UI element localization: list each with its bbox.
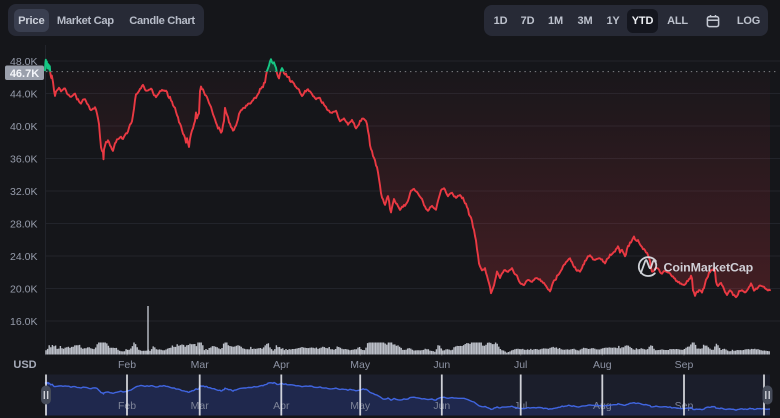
svg-text:48.0K: 48.0K xyxy=(10,56,37,68)
svg-text:CoinMarketCap: CoinMarketCap xyxy=(664,260,754,274)
svg-text:Feb: Feb xyxy=(118,359,136,371)
svg-text:28.0K: 28.0K xyxy=(10,218,37,230)
svg-text:Jun: Jun xyxy=(433,359,450,371)
svg-text:May: May xyxy=(350,359,371,371)
svg-text:24.0K: 24.0K xyxy=(10,251,37,263)
svg-text:20.0K: 20.0K xyxy=(10,283,37,295)
svg-text:40.0K: 40.0K xyxy=(10,121,37,133)
svg-text:Aug: Aug xyxy=(593,359,612,371)
svg-text:44.0K: 44.0K xyxy=(10,88,37,100)
svg-text:USD: USD xyxy=(13,359,36,371)
svg-text:16.0K: 16.0K xyxy=(10,316,37,328)
svg-text:46.7K: 46.7K xyxy=(10,68,39,80)
svg-text:36.0K: 36.0K xyxy=(10,153,37,165)
svg-text:Sep: Sep xyxy=(675,359,694,371)
svg-text:32.0K: 32.0K xyxy=(10,186,37,198)
svg-text:Mar: Mar xyxy=(191,359,210,371)
svg-text:Jul: Jul xyxy=(514,359,527,371)
svg-text:Apr: Apr xyxy=(273,359,290,371)
